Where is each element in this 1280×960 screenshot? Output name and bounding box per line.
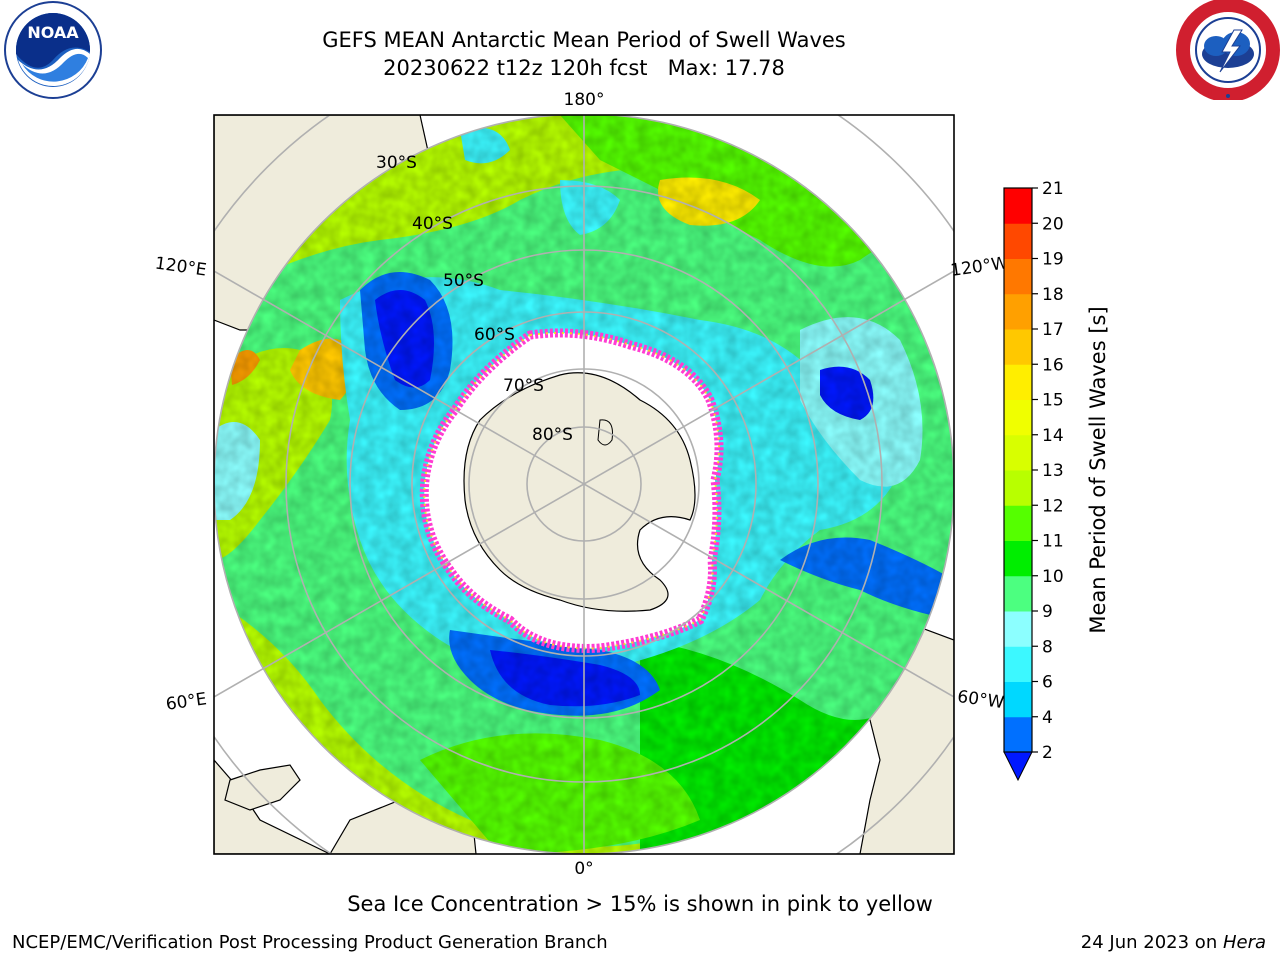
colorbar-tick-label: 16 <box>1042 355 1064 375</box>
map-border <box>213 114 955 855</box>
antarctic-continent <box>463 372 696 612</box>
colorbar-tick-label: 18 <box>1042 285 1064 305</box>
colorbar-segment <box>1004 681 1032 718</box>
colorbar-segments <box>1004 188 1032 753</box>
colorbar-segment <box>1004 293 1032 330</box>
colorbar-segment <box>1004 188 1032 224</box>
graticule <box>214 115 954 854</box>
colorbar-tick-label: 2 <box>1042 743 1053 763</box>
colorbar: 2 4 6 8 9 10 11 12 13 14 15 16 17 18 19 20 21 <box>1003 180 1064 782</box>
caption-text: Sea Ice Concentration > 15% is shown in … <box>347 892 933 916</box>
colorbar-tick-label: 14 <box>1042 426 1064 446</box>
map-frame-content <box>214 115 954 854</box>
footer-branch: NCEP/EMC/Verification Post Processing Pr… <box>12 932 608 953</box>
colorbar-segment <box>1004 258 1032 295</box>
noaa-logo: NOAA <box>4 1 102 99</box>
footer-date: 24 Jun 2023 on Hera <box>1081 932 1266 953</box>
lat-label-70s: 70°S <box>503 376 544 396</box>
colorbar-tick-label: 6 <box>1042 673 1053 693</box>
colorbar-tick-label: 20 <box>1042 214 1064 234</box>
colorbar-segment <box>1004 399 1032 436</box>
colorbar-segment <box>1004 329 1032 365</box>
colorbar-segment <box>1004 611 1032 647</box>
colorbar-ticks: 2 4 6 8 9 10 11 12 13 14 15 16 17 18 19 20 21 <box>1032 180 1064 763</box>
noaa-logo-text: NOAA <box>27 23 79 42</box>
colorbar-tick-label: 11 <box>1042 532 1064 552</box>
lon-label-180: 180° <box>564 90 605 110</box>
colorbar-tick-label: 15 <box>1042 391 1064 411</box>
colorbar-segment <box>1004 364 1032 400</box>
colorbar-segment <box>1004 646 1032 682</box>
colorbar-tick-label: 9 <box>1042 602 1053 622</box>
colorbar-tick-label: 10 <box>1042 567 1064 587</box>
lat-label-40s: 40°S <box>412 214 453 234</box>
colorbar-extend-min <box>1003 751 1033 782</box>
chart-subtitle: 20230622 t12z 120h fcst Max: 17.78 <box>383 56 785 80</box>
lon-label-0: 0° <box>574 859 593 879</box>
colorbar-tick-label: 21 <box>1042 180 1064 199</box>
lat-label-30s: 30°S <box>376 153 417 173</box>
footer-date-text: 24 Jun 2023 on <box>1080 932 1223 953</box>
colorbar-tick-label: 19 <box>1042 250 1064 270</box>
colorbar-segment <box>1004 505 1032 541</box>
footer-machine: Hera <box>1222 932 1266 953</box>
colorbar-segment <box>1004 434 1032 471</box>
nws-logo <box>1176 0 1280 100</box>
colorbar-segment <box>1004 470 1032 506</box>
sea-ice-caption: Sea Ice Concentration > 15% is shown in … <box>0 890 1280 918</box>
colorbar-tick-label: 12 <box>1042 496 1064 516</box>
lat-label-80s: 80°S <box>532 425 573 445</box>
colorbar-label: Mean Period of Swell Waves [s] <box>1086 306 1110 634</box>
lon-label-120e: 120°E <box>154 254 208 281</box>
colorbar-segment <box>1004 223 1032 259</box>
colorbar-tick-label: 17 <box>1042 320 1064 340</box>
lon-label-60e: 60°E <box>165 689 208 714</box>
colorbar-tick-label: 13 <box>1042 461 1064 481</box>
colorbar-tick-label: 8 <box>1042 637 1053 657</box>
colorbar-tick-label: 4 <box>1042 708 1053 728</box>
chart-title: GEFS MEAN Antarctic Mean Period of Swell… <box>322 28 846 52</box>
lat-label-60s: 60°S <box>474 325 515 345</box>
lat-label-50s: 50°S <box>443 271 484 291</box>
colorbar-segment <box>1004 540 1032 577</box>
colorbar-segment <box>1004 575 1032 612</box>
colorbar-segment <box>1004 716 1032 753</box>
